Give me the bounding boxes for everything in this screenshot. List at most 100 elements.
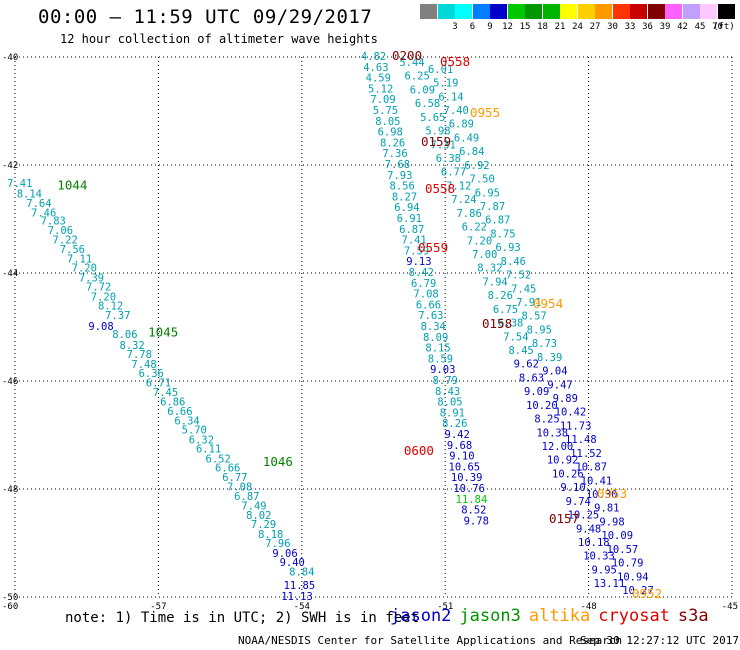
swh-value: 11.13 (281, 591, 313, 603)
pass-time-label: 0558 (440, 54, 470, 69)
swh-value: 7.06 (48, 225, 73, 237)
swh-value: 8.26 (488, 290, 513, 302)
swh-value: 10.42 (555, 407, 587, 419)
swh-value: 9.40 (280, 557, 305, 569)
swh-value: 8.32 (119, 340, 144, 352)
swh-value: 8.25 (534, 414, 559, 426)
legend-label: 12 (502, 22, 513, 32)
swh-value: 4.59 (366, 73, 391, 85)
swh-value: 5.98 (425, 126, 450, 138)
lon-tick-label: -48 (580, 602, 596, 612)
swh-value: 6.98 (378, 127, 403, 139)
swh-value: 9.09 (524, 386, 549, 398)
lon-tick-label: -60 (2, 602, 18, 612)
satellite-jason3: jason3 (459, 606, 521, 626)
swh-value: 10.09 (601, 530, 633, 542)
legend-swatch (700, 4, 717, 19)
swh-value: 7.68 (385, 159, 410, 171)
pass-time-label: 0952 (632, 586, 662, 601)
legend-label: 33 (624, 22, 636, 32)
pass-time-label: 0954 (533, 296, 563, 311)
swh-value: 8.91 (440, 407, 465, 419)
legend-label: 3 (452, 22, 458, 32)
pass-time-label: 1044 (57, 178, 87, 193)
swh-value: 10.94 (617, 571, 649, 583)
satellite-jason2: jason2 (390, 606, 452, 626)
swh-value: 8.06 (112, 329, 137, 341)
satellite-legend: jason2 jason3 altika cryosat s3a (390, 606, 717, 626)
swh-value: 9.10 (449, 451, 474, 463)
swh-value: 6.52 (206, 453, 231, 465)
swh-value: 9.81 (594, 503, 619, 515)
swh-value: 9.68 (447, 440, 472, 452)
credit-line: NOAA/NESDIS Center for Satellite Applica… (238, 634, 623, 647)
swh-value: 10.33 (583, 551, 615, 563)
swh-value: 7.08 (227, 481, 252, 493)
lon-tick-label: -54 (294, 602, 310, 612)
legend-swatch (577, 4, 595, 19)
swh-value: 6.36 (139, 368, 164, 380)
swh-value: 8.05 (375, 116, 400, 128)
legend-unit: (ft) (713, 22, 735, 32)
swh-value: 8.32 (477, 263, 502, 275)
swh-value: 7.20 (91, 291, 116, 303)
swh-value: 6.87 (399, 224, 424, 236)
swh-value: 6.66 (215, 462, 240, 474)
swh-value: 8.59 (428, 353, 453, 365)
lon-tick-label: -45 (722, 602, 738, 612)
swh-value: 6.32 (189, 434, 214, 446)
legend-label: 45 (694, 22, 706, 32)
swh-value: 10.20 (526, 400, 558, 412)
swh-value: 9.08 (88, 321, 113, 333)
legend-swatch (490, 4, 507, 19)
lat-tick-label: -50 (2, 593, 18, 603)
swh-value: 6.87 (485, 215, 510, 227)
map-title: 00:00 – 11:59 UTC 09/29/2017 (38, 6, 373, 28)
swh-value: 8.52 (461, 505, 486, 517)
swh-value: 8.05 (437, 397, 462, 409)
swh-value: 7.56 (60, 244, 85, 256)
swh-value: 9.89 (553, 393, 578, 405)
generation-timestamp: Sep 30 12:27:12 UTC 2017 (580, 634, 739, 647)
swh-value: 9.74 (566, 496, 591, 508)
swh-value: 9.04 (542, 366, 567, 378)
pass-time-label: 0200 (392, 48, 422, 63)
swh-value: 8.79 (433, 375, 458, 387)
swh-value: 6.77 (222, 472, 247, 484)
pass-time-label: 1045 (148, 324, 178, 339)
swh-value: 6.25 (405, 71, 430, 83)
swh-value: 10.38 (536, 427, 568, 439)
legend-label: 6 (469, 22, 476, 32)
swh-value: 8.45 (508, 345, 533, 357)
swh-value: 7.37 (105, 310, 130, 322)
swh-value: 5.12 (368, 83, 393, 95)
swh-value: 7.52 (506, 270, 531, 282)
lat-tick-label: -48 (2, 485, 18, 495)
swh-value: 7.20 (467, 235, 492, 247)
swh-value: 9.95 (592, 564, 617, 576)
swh-value: 10.79 (612, 558, 644, 570)
swh-value: 8.95 (527, 324, 552, 336)
swh-value: 8.15 (425, 343, 450, 355)
swh-value: 7.63 (418, 310, 443, 322)
swh-value: 9.13 (406, 256, 431, 268)
swh-value: 7.54 (503, 331, 528, 343)
legend-swatch (665, 4, 682, 19)
pass-time-label: 0558 (425, 181, 455, 196)
swh-value: 10.39 (451, 472, 483, 484)
swh-value: 9.03 (430, 364, 455, 376)
swh-value: 10.30 (586, 489, 618, 501)
swh-value: 6.86 (160, 397, 185, 409)
legend-label: 18 (537, 22, 548, 32)
legend-swatch (612, 4, 630, 19)
swh-value: 5.75 (373, 105, 398, 117)
swh-value: 6.91 (397, 213, 422, 225)
swh-value: 10.41 (581, 475, 613, 487)
swh-value: 8.56 (390, 181, 415, 193)
pass-time-label: 0159 (421, 134, 451, 149)
swh-value: 6.14 (438, 91, 463, 103)
swh-value: 7.00 (472, 249, 497, 261)
swh-value: 6.79 (411, 278, 436, 290)
legend-swatch (647, 4, 665, 19)
